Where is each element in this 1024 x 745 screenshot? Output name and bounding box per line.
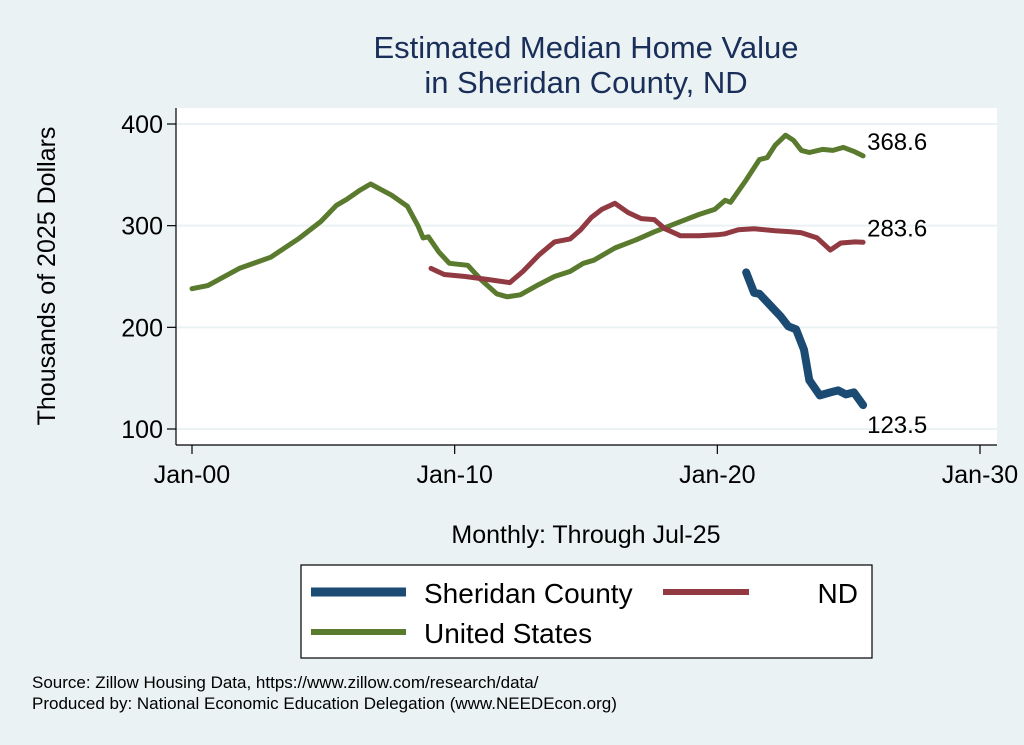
end-label-united-states: 368.6 [867,129,927,156]
series-line-nd [428,200,866,286]
end-labels: 368.6 283.6 123.5 [867,129,927,439]
series-line-united-states [189,132,866,300]
source-note: Source: Zillow Housing Data, https://www… [32,673,539,692]
end-label-sheridan-county: 123.5 [867,412,927,439]
series-lines [189,132,868,410]
x-axis-title: Monthly: Through Jul-25 [451,521,720,549]
legend-label-nd: ND [818,578,858,609]
producer-note: Produced by: National Economic Education… [32,694,617,713]
x-tick-label: Jan-10 [416,461,492,489]
legend-label-united-states: United States [424,618,592,649]
x-tick-label: Jan-30 [942,461,1018,489]
y-axis-ticks: 100 200 300 400 [121,111,176,444]
x-axis-ticks: Jan-00 Jan-10 Jan-20 Jan-30 [154,445,1018,489]
y-axis-title: Thousands of 2025 Dollars [33,127,61,426]
chart-title-line-1: Estimated Median Home Value [373,30,798,65]
plot-area [176,108,997,445]
legend-label-sheridan-county: Sheridan County [424,578,633,609]
chart-title-line-2: in Sheridan County, ND [424,65,747,100]
y-tick-label: 300 [121,213,163,241]
x-tick-label: Jan-00 [154,461,230,489]
y-tick-label: 200 [121,314,163,342]
series-line-sheridan-county [742,268,868,410]
x-tick-label: Jan-20 [679,461,755,489]
end-label-nd: 283.6 [867,215,927,242]
y-tick-label: 400 [121,111,163,139]
legend: Sheridan County ND United States [300,564,873,659]
legend-box [300,564,873,659]
y-tick-label: 100 [121,416,163,444]
